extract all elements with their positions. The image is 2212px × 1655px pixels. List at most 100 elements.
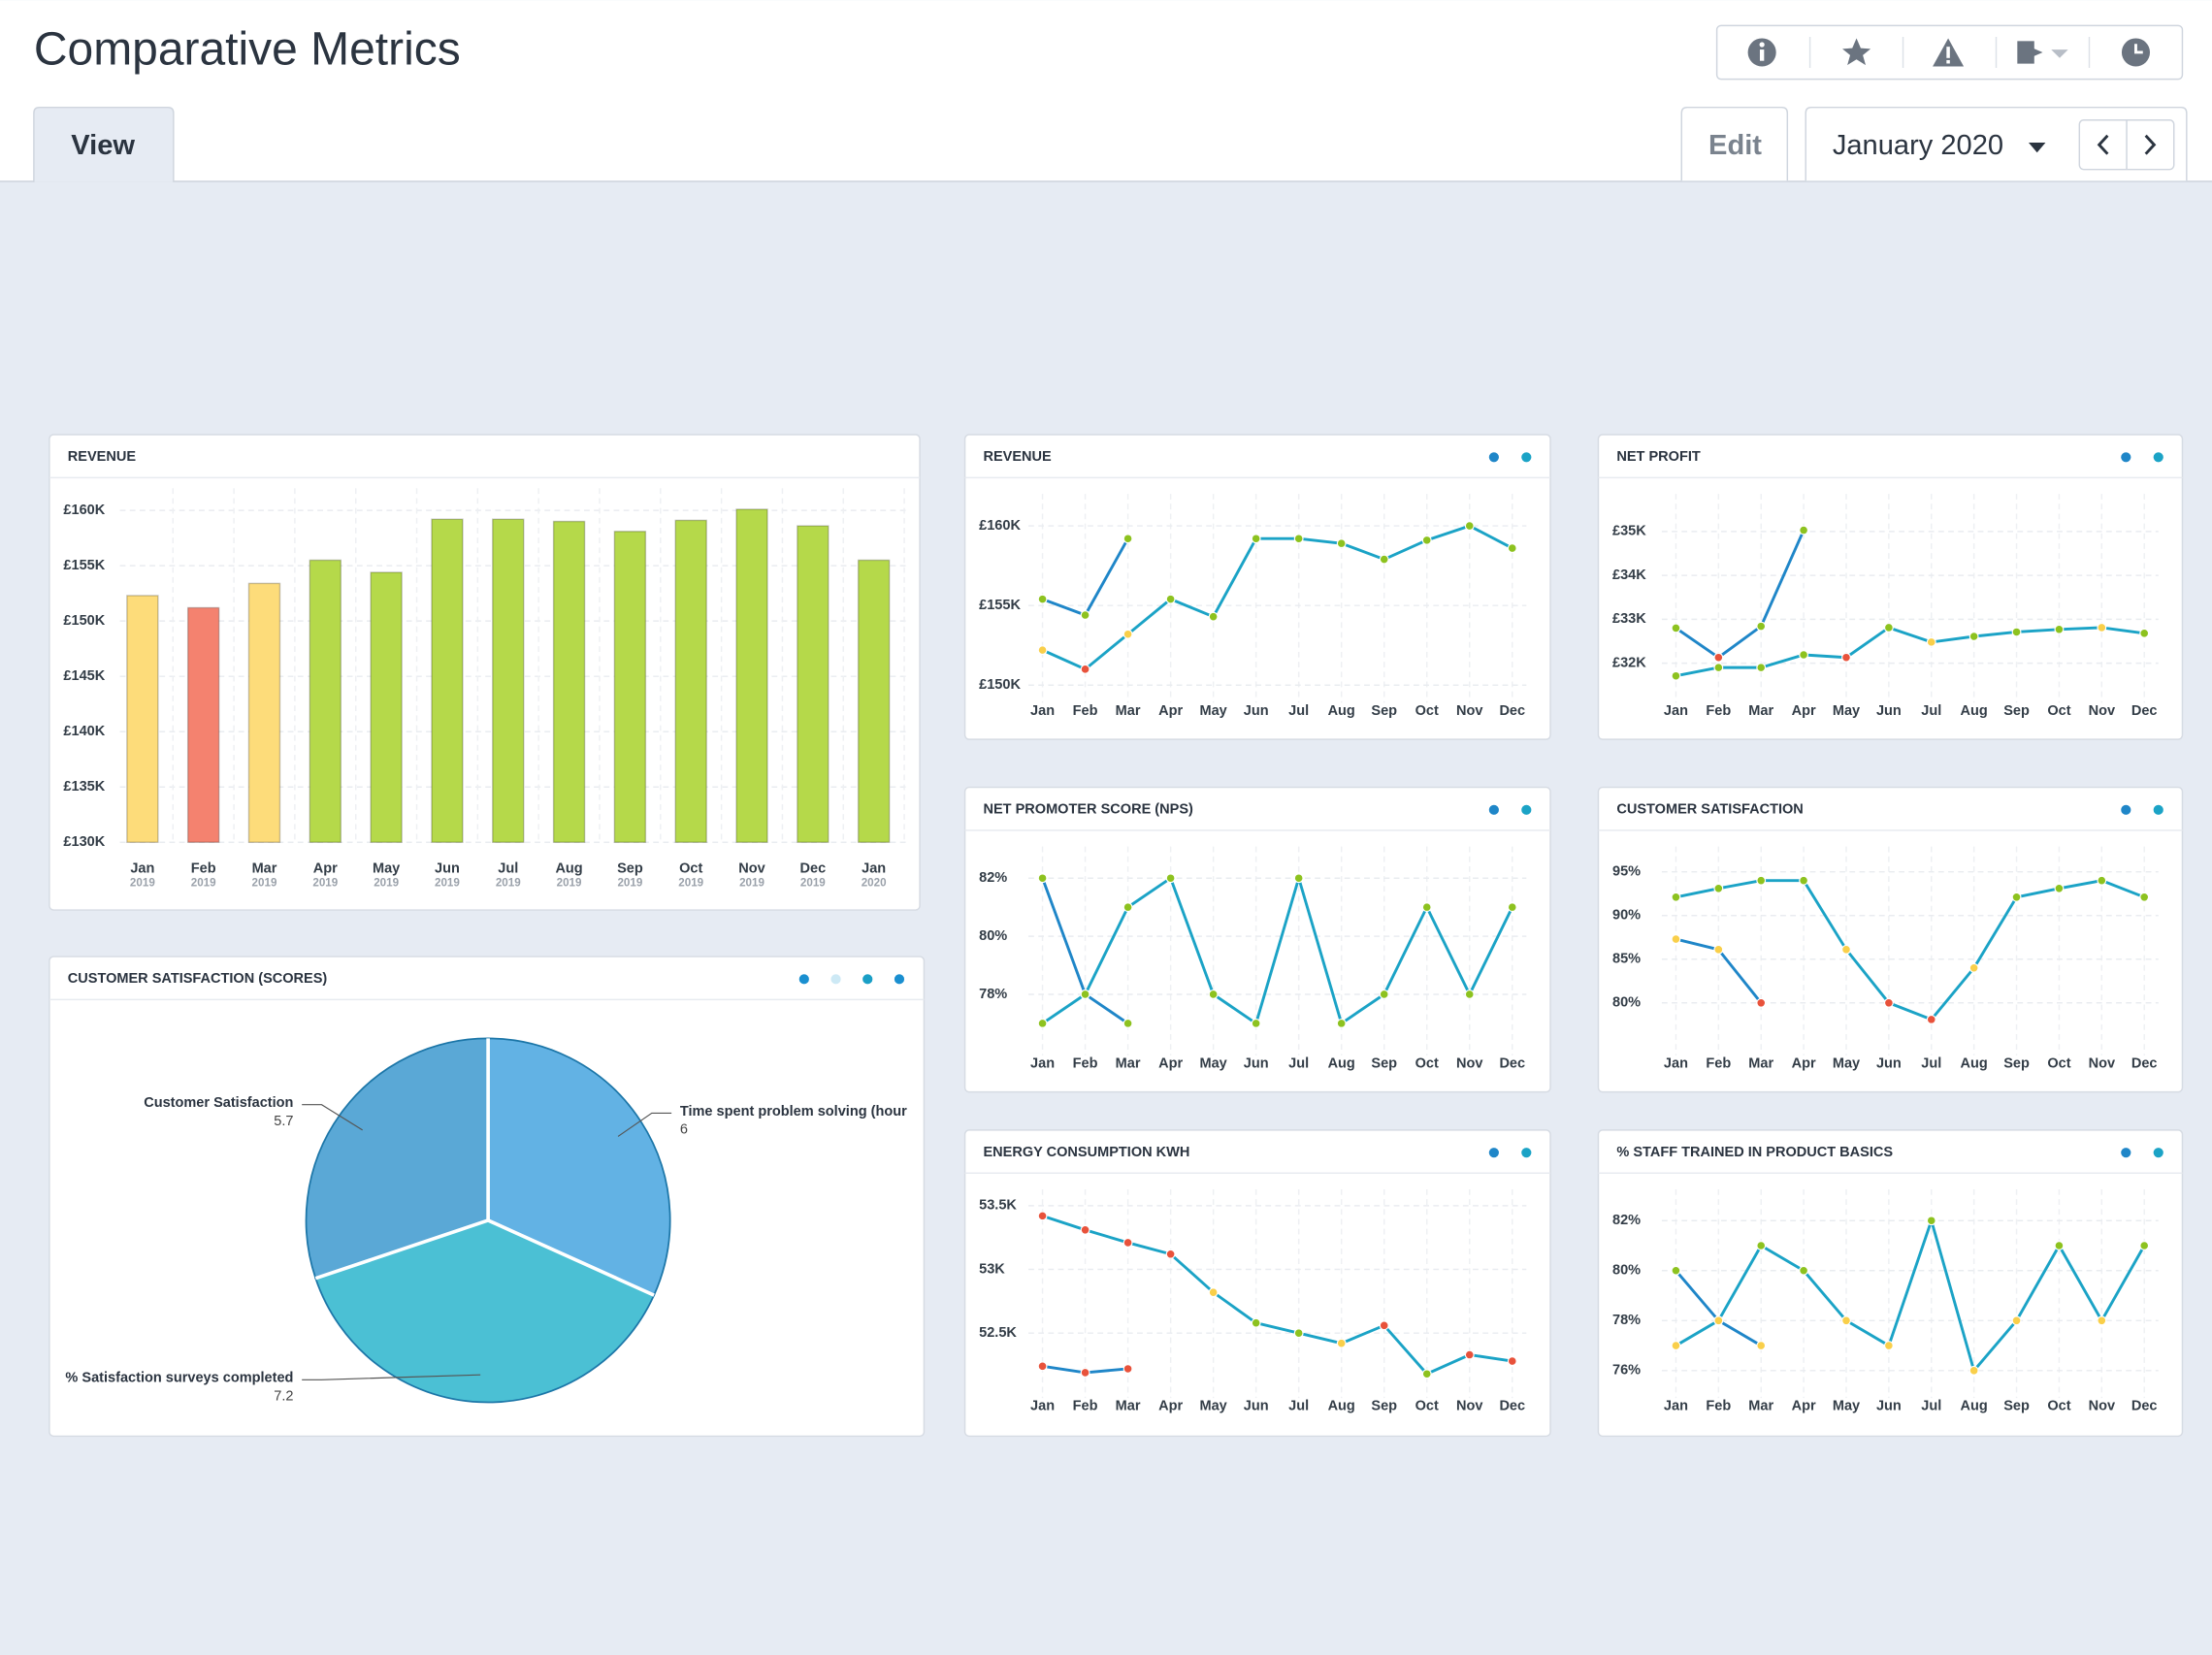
leader-line [302,1374,481,1380]
point [1421,1369,1432,1379]
x-tick-label: Jun [1876,1055,1902,1071]
slice-label: Customer Satisfaction [144,1095,293,1111]
x-tick-label: Jun [1244,1055,1269,1071]
bar [431,518,464,843]
prev-button[interactable] [2097,134,2109,155]
bar [370,571,403,843]
x-tick-label: Jan [1664,703,1688,719]
slice-value: 7.2 [274,1389,293,1405]
bar [797,525,830,843]
x-tick-label: May [373,861,400,877]
point [1713,1315,1724,1326]
point [1293,534,1304,544]
x-tick-label: Jun [1244,703,1269,719]
next-button[interactable] [2144,134,2157,155]
line [1675,626,2145,678]
point [1713,883,1724,893]
x-tick-label: Nov [2089,1399,2116,1414]
point [1080,1224,1090,1235]
x-tick-label: Nov [2089,1055,2116,1071]
point [1080,990,1090,999]
point [1037,594,1048,604]
point [1756,997,1767,1008]
point [1968,1365,1979,1376]
x-tick-label: Feb [1073,703,1098,719]
period-label[interactable]: January 2020 [1833,130,2003,161]
x-tick-label: Oct [1415,1399,1439,1414]
edit-tab-label[interactable]: Edit [1708,130,1762,161]
point [1336,1018,1347,1028]
point [1841,944,1851,955]
point [1671,934,1681,944]
point [1799,525,1809,535]
bar [492,518,525,843]
legend-marker [1521,452,1532,463]
x-tick-label: Mar [1116,1055,1141,1071]
x-tick-label: May [1833,703,1860,719]
view-tab-label[interactable]: View [71,130,135,161]
x-tick-label: Apr [313,861,338,877]
x-tick-sublabel: 2019 [678,877,703,890]
point [2097,623,2107,633]
card-title: REVENUE [68,449,137,465]
favorite-button[interactable] [1842,38,1871,66]
point [1507,543,1517,554]
x-tick-sublabel: 2019 [130,877,155,890]
x-tick-label: May [1200,703,1227,719]
point [1926,1216,1936,1226]
view-tab[interactable] [33,106,175,182]
page-title: Comparative Metrics [34,24,461,76]
x-tick-label: Feb [1706,1055,1731,1071]
point [1122,629,1133,639]
x-tick-label: Mar [252,861,277,877]
bar [126,595,159,843]
y-tick-label: £150K [63,613,105,629]
point [1799,1265,1809,1276]
y-tick-label: 76% [1612,1363,1641,1379]
y-tick-label: 85% [1612,952,1641,967]
info-button[interactable] [1747,38,1776,67]
bar [613,531,647,843]
point [1080,1367,1090,1378]
x-tick-label: Mar [1116,703,1141,719]
line [1041,524,1513,671]
x-tick-label: Aug [1328,1055,1355,1071]
x-tick-label: May [1833,1399,1860,1414]
x-tick-sublabel: 2019 [374,877,399,890]
x-tick-label: Jan [862,861,886,877]
y-tick-label: £160K [63,503,105,518]
pie-slice [305,1037,489,1280]
period-dropdown[interactable] [2028,143,2046,153]
x-tick-label: Jul [1288,1399,1309,1414]
x-tick-label: Jan [1664,1399,1688,1414]
point [1208,1287,1219,1298]
x-tick-sublabel: 2019 [252,877,277,890]
x-tick-label: Apr [1792,703,1816,719]
slice-label: Time spent problem solving (hour [680,1104,907,1120]
x-tick-label: Aug [555,861,582,877]
x-tick-label: Feb [1073,1055,1098,1071]
x-tick-label: Aug [1961,1399,1988,1414]
x-tick-label: Jul [498,861,518,877]
bar [552,520,586,843]
legend-marker [1488,452,1499,463]
alert-button[interactable] [1933,38,1965,67]
point [2011,1315,2022,1326]
history-button[interactable] [2121,38,2151,67]
edit-tab[interactable] [1680,106,1789,181]
slice-label: % Satisfaction surveys completed [65,1371,293,1386]
x-tick-label: Aug [1961,703,1988,719]
point [1165,594,1176,604]
x-tick-label: Nov [738,861,765,877]
legend-marker [894,974,905,985]
point [2054,624,2065,634]
export-button[interactable] [2017,41,2068,64]
point [1122,1018,1133,1028]
legend-marker [2153,804,2163,815]
y-tick-label: £35K [1612,524,1646,539]
x-tick-sublabel: 2019 [557,877,582,890]
x-tick-label: Oct [1415,703,1439,719]
y-tick-label: £135K [63,779,105,795]
point [1883,1341,1894,1351]
point [1379,990,1389,999]
